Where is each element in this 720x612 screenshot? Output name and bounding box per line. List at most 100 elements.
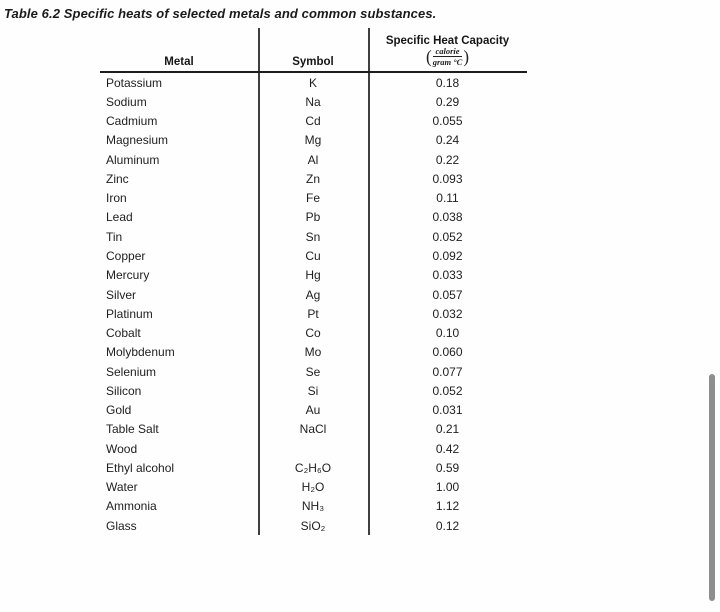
cell-metal: Water (106, 480, 138, 495)
cell-metal: Cobalt (106, 326, 141, 341)
cell-metal: Glass (106, 518, 137, 533)
table-row: Mercury Hg 0.033 (100, 266, 527, 285)
cell-value: 0.11 (436, 191, 459, 206)
cell-metal: Silver (106, 287, 137, 302)
cell-value: 1.00 (435, 480, 460, 495)
cell-metal: Mercury (106, 268, 150, 283)
cell-symbol: K (308, 75, 317, 90)
cell-symbol: C₂H₆O (294, 460, 332, 475)
cell-value: 0.29 (435, 94, 460, 109)
table-row: Water H₂O 1.00 (100, 478, 527, 497)
cell-value: 0.055 (432, 114, 463, 129)
table-row: Ethyl alcohol C₂H₆O 0.59 (100, 458, 527, 477)
table-row: Platinum Pt 0.032 (100, 304, 527, 323)
cell-symbol: Mo (304, 345, 322, 360)
cell-value: 0.052 (432, 383, 463, 398)
cell-value: 0.59 (435, 460, 460, 475)
cell-value: 1.12 (435, 499, 460, 514)
cell-metal: Cadmium (106, 114, 158, 129)
cell-symbol: Sn (305, 229, 321, 244)
cell-metal: Molybdenum (106, 345, 175, 360)
cell-value: 0.12 (435, 518, 460, 533)
cell-symbol: Cu (305, 249, 321, 264)
cell-symbol: SiO₂ (300, 518, 326, 533)
column-header-metal: Metal (164, 56, 194, 68)
table-row: Molybdenum Mo 0.060 (100, 343, 527, 362)
cell-symbol: Si (307, 383, 319, 398)
cell-metal: Ethyl alcohol (106, 460, 175, 475)
specific-heat-table: Metal Symbol Specific Heat Capacity ( ca… (100, 28, 527, 538)
cell-symbol: Zn (305, 171, 320, 186)
cell-value: 0.21 (435, 422, 460, 437)
cell-metal: Ammonia (106, 499, 157, 514)
cell-metal: Aluminum (106, 152, 160, 167)
cell-value: 0.032 (432, 306, 463, 321)
cell-symbol: Mg (304, 133, 322, 148)
cell-metal: Silicon (106, 383, 142, 398)
capacity-unit-fraction: ( calorie gram °C ) (426, 45, 469, 67)
cell-value: 0.031 (432, 403, 463, 418)
fraction-paren-open: ( (426, 46, 432, 67)
table-rows: Potassium K 0.18 Sodium Na 0.29 Cadmium … (100, 73, 527, 535)
table-row: Zinc Zn 0.093 (100, 169, 527, 188)
cell-value: 0.42 (435, 441, 460, 456)
cell-metal: Gold (106, 403, 132, 418)
cell-value: 0.22 (435, 152, 460, 167)
cell-symbol: Cd (305, 114, 321, 129)
table-row: Glass SiO₂ 0.12 (100, 516, 527, 535)
cell-symbol: H₂O (301, 480, 325, 495)
column-divider-metal-symbol (258, 28, 260, 535)
cell-metal: Zinc (106, 171, 129, 186)
table-row: Copper Cu 0.092 (100, 246, 527, 265)
cell-symbol: Na (305, 94, 321, 109)
cell-metal: Lead (106, 210, 133, 225)
fraction-paren-close: ) (463, 46, 469, 67)
column-header-symbol: Symbol (292, 56, 334, 68)
cell-symbol: NH₃ (301, 499, 325, 514)
cell-value: 0.092 (432, 249, 463, 264)
cell-value: 0.077 (432, 364, 463, 379)
cell-metal: Magnesium (106, 133, 169, 148)
cell-symbol: NaCl (299, 422, 327, 437)
cell-metal: Sodium (106, 94, 147, 109)
table-row: Iron Fe 0.11 (100, 189, 527, 208)
column-header-capacity: Specific Heat Capacity (385, 34, 510, 47)
cell-metal: Table Salt (106, 422, 159, 437)
cell-symbol: Se (305, 364, 321, 379)
fraction-denominator: gram °C (432, 57, 463, 67)
cell-metal: Potassium (106, 75, 163, 90)
column-divider-symbol-capacity (368, 28, 370, 535)
table-row: Silicon Si 0.052 (100, 381, 527, 400)
table-row: Gold Au 0.031 (100, 401, 527, 420)
table-row: Ammonia NH₃ 1.12 (100, 497, 527, 516)
cell-value: 0.24 (435, 133, 460, 148)
cell-value: 0.057 (432, 287, 463, 302)
cell-metal: Selenium (106, 364, 157, 379)
cell-metal: Platinum (106, 306, 153, 321)
cell-symbol: Al (307, 152, 319, 167)
table-row: Potassium K 0.18 (100, 73, 527, 92)
scrollbar-thumb[interactable] (709, 374, 715, 601)
cell-symbol: Co (305, 326, 321, 341)
table-row: Wood 0.42 (100, 439, 527, 458)
cell-metal: Tin (106, 229, 123, 244)
cell-value: 0.093 (432, 171, 463, 186)
cell-metal: Copper (106, 249, 146, 264)
cell-value: 0.038 (432, 210, 463, 225)
table-row: Selenium Se 0.077 (100, 362, 527, 381)
table-row: Cadmium Cd 0.055 (100, 112, 527, 131)
table-row: Lead Pb 0.038 (100, 208, 527, 227)
table-header-row: Metal Symbol Specific Heat Capacity ( ca… (100, 28, 527, 73)
table-row: Cobalt Co 0.10 (100, 323, 527, 342)
cell-symbol: Fe (305, 191, 320, 206)
cell-value: 0.060 (432, 345, 463, 360)
cell-value: 0.052 (432, 229, 463, 244)
table-row: Magnesium Mg 0.24 (100, 131, 527, 150)
table-row: Aluminum Al 0.22 (100, 150, 527, 169)
cell-symbol: Au (305, 403, 321, 418)
table-caption: Table 6.2 Specific heats of selected met… (4, 6, 437, 21)
cell-value: 0.18 (435, 75, 460, 90)
fraction-numerator: calorie (433, 45, 462, 57)
table-row: Tin Sn 0.052 (100, 227, 527, 246)
